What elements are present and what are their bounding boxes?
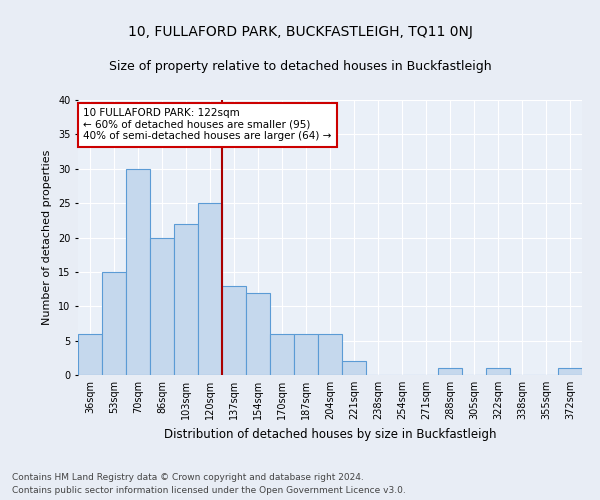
Bar — [198, 203, 222, 375]
Text: Size of property relative to detached houses in Buckfastleigh: Size of property relative to detached ho… — [109, 60, 491, 73]
Bar — [78, 334, 102, 375]
Text: Contains public sector information licensed under the Open Government Licence v3: Contains public sector information licen… — [12, 486, 406, 495]
Bar — [318, 334, 342, 375]
Text: Contains HM Land Registry data © Crown copyright and database right 2024.: Contains HM Land Registry data © Crown c… — [12, 472, 364, 482]
Bar — [438, 368, 462, 375]
Bar — [294, 334, 318, 375]
Bar — [126, 169, 150, 375]
Bar — [102, 272, 126, 375]
Bar — [150, 238, 174, 375]
Y-axis label: Number of detached properties: Number of detached properties — [43, 150, 52, 325]
Bar — [558, 368, 582, 375]
Bar — [486, 368, 510, 375]
Bar — [246, 292, 270, 375]
Bar — [174, 224, 198, 375]
Bar — [270, 334, 294, 375]
Text: 10, FULLAFORD PARK, BUCKFASTLEIGH, TQ11 0NJ: 10, FULLAFORD PARK, BUCKFASTLEIGH, TQ11 … — [128, 25, 472, 39]
Text: 10 FULLAFORD PARK: 122sqm
← 60% of detached houses are smaller (95)
40% of semi-: 10 FULLAFORD PARK: 122sqm ← 60% of detac… — [83, 108, 331, 142]
Bar — [222, 286, 246, 375]
Bar — [342, 361, 366, 375]
X-axis label: Distribution of detached houses by size in Buckfastleigh: Distribution of detached houses by size … — [164, 428, 496, 440]
